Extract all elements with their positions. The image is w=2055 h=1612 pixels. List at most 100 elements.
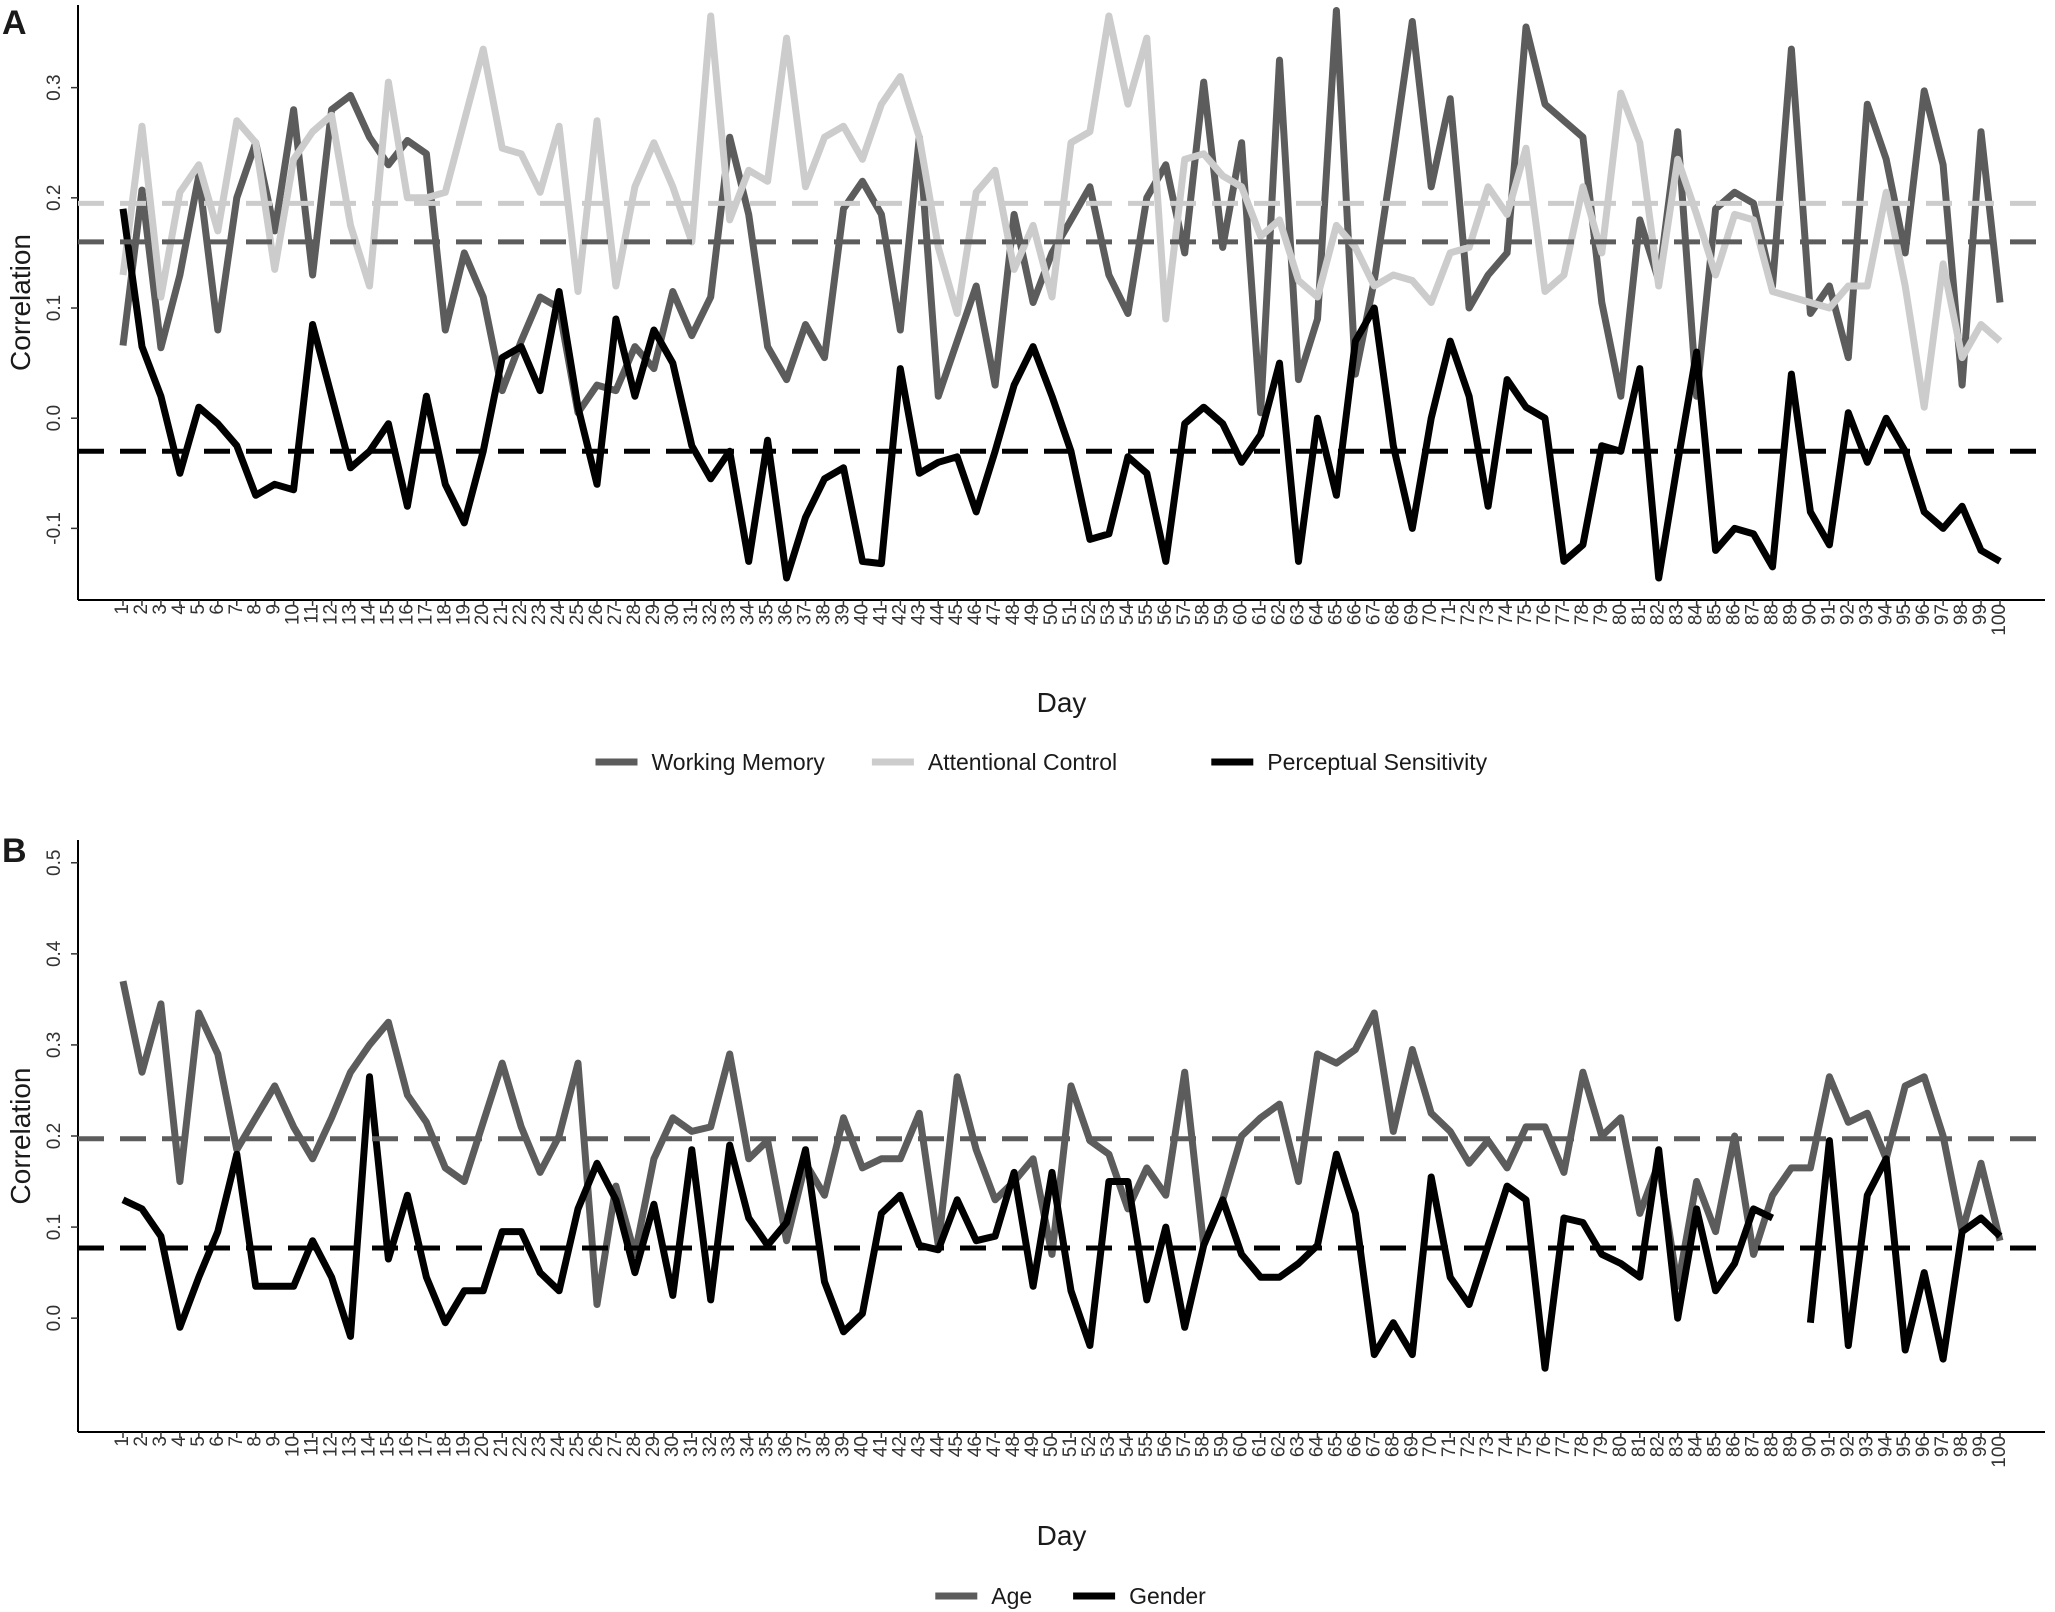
panel-B: B0.00.10.20.30.40.5123456789101112131415… xyxy=(2,832,2045,1609)
x-tick-label: 44 xyxy=(927,1436,948,1458)
x-tick-label: 50 xyxy=(1041,604,1062,625)
x-tick-label: 38 xyxy=(814,604,835,625)
series-line-age xyxy=(119,980,2004,1308)
x-tick-label: 65 xyxy=(1325,1436,1346,1457)
x-tick-label: 13 xyxy=(340,604,361,625)
x-tick-label: 98 xyxy=(1951,604,1972,625)
x-tick-label: 76 xyxy=(1534,604,1555,625)
x-tick-label: 93 xyxy=(1856,1436,1877,1457)
x-tick-label: 77 xyxy=(1553,604,1574,625)
x-tick-label: 7 xyxy=(226,1436,247,1447)
x-tick-label: 44 xyxy=(927,604,948,626)
x-tick-label: 67 xyxy=(1363,604,1384,625)
x-tick-label: 37 xyxy=(795,604,816,625)
x-tick-label: 12 xyxy=(321,1436,342,1457)
x-tick-label: 46 xyxy=(965,1436,986,1457)
x-tick-label: 69 xyxy=(1401,1436,1422,1457)
x-tick-label: 31 xyxy=(681,604,702,625)
x-tick-label: 56 xyxy=(1155,1436,1176,1457)
x-tick-label: 57 xyxy=(1174,604,1195,625)
series-line-attentional-control xyxy=(119,12,2003,411)
x-tick-label: 12 xyxy=(321,604,342,625)
x-tick-label: 82 xyxy=(1648,604,1669,625)
x-tick-label: 96 xyxy=(1913,604,1934,625)
y-tick-label: 0.1 xyxy=(44,295,65,321)
x-tick-label: 17 xyxy=(415,1436,436,1457)
x-tick-label: 86 xyxy=(1724,1436,1745,1457)
x-tick-label: 24 xyxy=(548,1436,569,1458)
x-tick-label: 16 xyxy=(396,1436,417,1457)
x-tick-label: 25 xyxy=(567,1436,588,1457)
x-tick-label: 9 xyxy=(264,604,285,615)
x-tick-label: 76 xyxy=(1534,1436,1555,1457)
y-tick-label: 0.2 xyxy=(44,1123,65,1149)
x-tick-label: 19 xyxy=(453,1436,474,1457)
x-tick-label: 52 xyxy=(1079,604,1100,625)
x-tick-label: 36 xyxy=(776,1436,797,1457)
x-tick-label: 100 xyxy=(1989,604,2010,636)
x-tick-label: 68 xyxy=(1382,604,1403,625)
y-tick-label: 0.0 xyxy=(44,1305,65,1331)
x-tick-label: 48 xyxy=(1003,1436,1024,1457)
x-tick-label: 61 xyxy=(1250,1436,1271,1457)
x-tick-label: 66 xyxy=(1344,1436,1365,1457)
x-tick-label: 72 xyxy=(1458,604,1479,625)
x-tick-label: 81 xyxy=(1629,604,1650,625)
x-tick-label: 19 xyxy=(453,604,474,625)
x-tick-label: 87 xyxy=(1743,1436,1764,1457)
x-tick-label: 51 xyxy=(1060,1436,1081,1457)
x-tick-label: 39 xyxy=(832,604,853,625)
x-tick-label: 62 xyxy=(1269,604,1290,625)
x-tick-label: 97 xyxy=(1932,1436,1953,1457)
x-tick-label: 45 xyxy=(946,604,967,625)
x-tick-label: 54 xyxy=(1117,1436,1138,1458)
x-tick-label: 28 xyxy=(624,604,645,625)
x-tick-label: 23 xyxy=(529,604,550,625)
x-tick-label: 26 xyxy=(586,1436,607,1457)
y-tick-label: 0.5 xyxy=(44,850,65,876)
x-tick-label: 81 xyxy=(1629,1436,1650,1457)
x-tick-label: 56 xyxy=(1155,604,1176,625)
x-tick-label: 93 xyxy=(1856,604,1877,625)
x-axis-title: Day xyxy=(1037,1520,1087,1551)
x-tick-label: 82 xyxy=(1648,1436,1669,1457)
x-tick-label: 72 xyxy=(1458,1436,1479,1457)
x-tick-label: 74 xyxy=(1496,604,1517,626)
x-tick-label: 23 xyxy=(529,1436,550,1457)
x-tick-label: 3 xyxy=(150,1436,171,1447)
x-tick-label: 32 xyxy=(700,1436,721,1457)
x-tick-label: 63 xyxy=(1288,1436,1309,1457)
y-tick-label: 0.4 xyxy=(44,940,65,967)
x-tick-label: 88 xyxy=(1762,604,1783,625)
x-tick-label: 61 xyxy=(1250,604,1271,625)
x-tick-label: 46 xyxy=(965,604,986,625)
y-tick-label: 0.3 xyxy=(44,1032,65,1058)
x-tick-label: 8 xyxy=(245,604,266,615)
x-tick-label: 89 xyxy=(1780,604,1801,625)
x-tick-label: 67 xyxy=(1363,1436,1384,1457)
x-tick-label: 83 xyxy=(1667,604,1688,625)
x-tick-label: 20 xyxy=(472,1436,493,1457)
x-tick-label: 92 xyxy=(1837,604,1858,625)
x-tick-label: 64 xyxy=(1306,604,1327,626)
x-tick-label: 40 xyxy=(851,604,872,625)
x-tick-label: 52 xyxy=(1079,1436,1100,1457)
x-tick-label: 71 xyxy=(1439,604,1460,625)
x-tick-label: 24 xyxy=(548,604,569,626)
x-tick-label: 35 xyxy=(757,1436,778,1457)
y-tick-label: -0.1 xyxy=(44,512,65,545)
x-tick-label: 88 xyxy=(1762,1436,1783,1457)
x-tick-label: 37 xyxy=(795,1436,816,1457)
x-tick-label: 31 xyxy=(681,1436,702,1457)
x-tick-label: 35 xyxy=(757,604,778,625)
x-tick-label: 18 xyxy=(434,1436,455,1457)
x-tick-label: 55 xyxy=(1136,604,1157,625)
x-tick-label: 60 xyxy=(1231,604,1252,625)
x-tick-label: 17 xyxy=(415,604,436,625)
x-tick-label: 70 xyxy=(1420,1436,1441,1457)
x-tick-label: 43 xyxy=(908,604,929,625)
y-tick-label: 0.0 xyxy=(44,405,65,431)
y-tick-label: 0.1 xyxy=(44,1214,65,1240)
x-tick-label: 91 xyxy=(1818,604,1839,625)
